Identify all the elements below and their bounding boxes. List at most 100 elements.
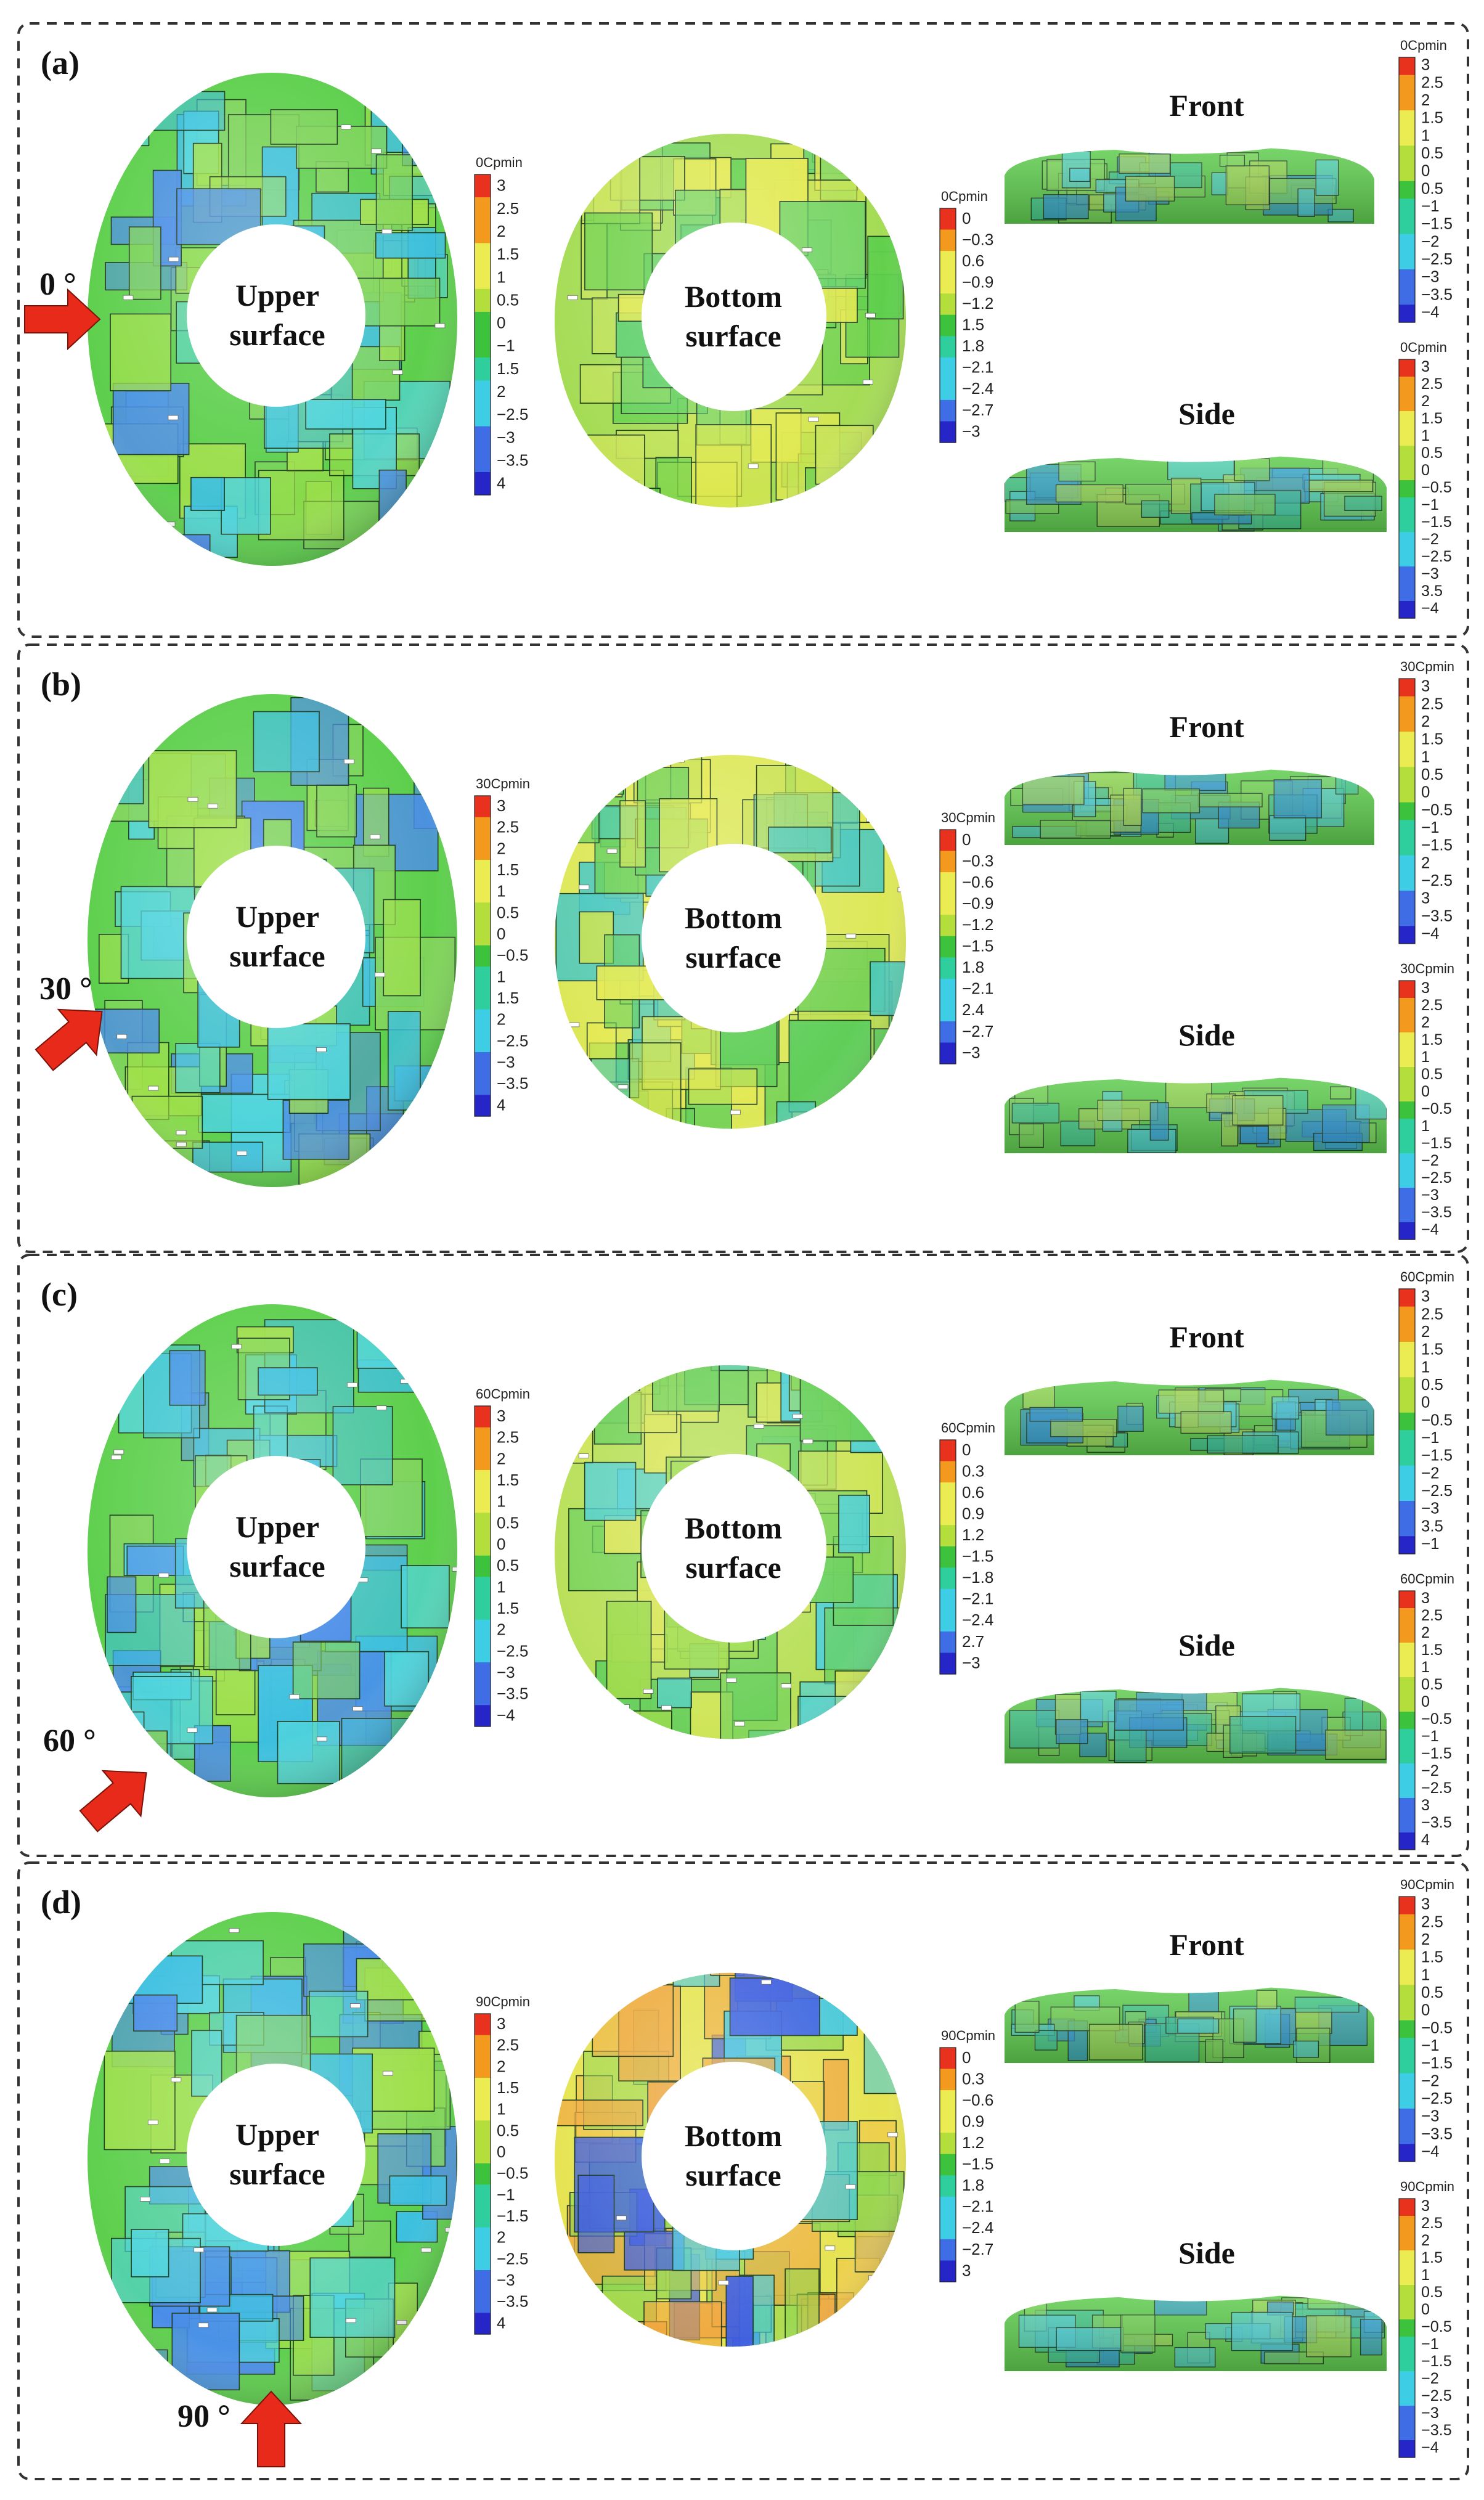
legend-bottom-tick: −1.5 <box>962 2155 993 2173</box>
legend-upper-title: 60Cpmin <box>476 1386 530 1402</box>
legend-bottom-tick: −1.2 <box>962 915 993 934</box>
legend-bottom-swatch <box>940 830 956 852</box>
legend-upper-swatch <box>475 1662 491 1685</box>
legend-bottom-tick: 0.6 <box>962 251 984 270</box>
legend-side-tick: 1.5 <box>1421 1641 1443 1659</box>
legend-bottom-tick: 1.8 <box>962 958 984 976</box>
legend-front-swatch <box>1399 2126 1415 2144</box>
legend-bottom-swatch <box>940 2069 956 2091</box>
legend-upper-swatch <box>475 2142 491 2164</box>
legend-upper-tick: −4 <box>497 1705 515 1724</box>
legend-side-tick: −1 <box>1421 496 1439 513</box>
legend-upper-swatch <box>475 380 491 404</box>
legend-bottom-tick: 0.9 <box>962 2112 984 2131</box>
legend-side-swatch <box>1399 1084 1415 1102</box>
legend-front-tick: 0.5 <box>1421 145 1443 162</box>
legend-front-tick: −3.5 <box>1421 2125 1453 2143</box>
legend-front-swatch <box>1399 145 1415 164</box>
legend-upper-tick: −3 <box>497 1053 515 1071</box>
legend-bottom-swatch <box>940 1042 956 1064</box>
legend-front-tick: −2 <box>1421 1464 1439 1482</box>
legend-side-tick: −3.5 <box>1421 1814 1452 1831</box>
legend-bottom-swatch <box>940 208 956 231</box>
legend-bottom-swatch <box>940 1631 956 1653</box>
legend-side-tick: −0.5 <box>1421 2318 1452 2335</box>
legend-bottom-tick: −2.1 <box>962 358 993 377</box>
legend-bottom-swatch <box>940 1482 956 1505</box>
legend-side-tick: 3 <box>1421 979 1430 997</box>
legend-front-tick: 1 <box>1421 748 1430 766</box>
legend-upper-tick: 0 <box>497 2143 505 2161</box>
legend-side-tick: −2 <box>1421 1762 1439 1779</box>
legend-upper-tick: 4 <box>497 1095 505 1114</box>
legend-upper-tick: 2.5 <box>497 2036 519 2054</box>
legend-front-tick: −1.5 <box>1421 837 1453 854</box>
legend-front-tick: −2.5 <box>1421 872 1453 889</box>
legend-upper-swatch <box>475 472 491 496</box>
legend-front-title: 30Cpmin <box>1400 659 1454 674</box>
legend-upper-swatch <box>475 945 491 967</box>
legend-side-swatch <box>1399 394 1415 412</box>
legend-bottom-swatch <box>940 2239 956 2261</box>
legend-upper-swatch <box>475 220 491 243</box>
legend-bottom-swatch <box>940 2133 956 2155</box>
legend-front-tick: −0.5 <box>1421 2019 1453 2036</box>
legend-bottom-tick: −3 <box>962 1653 980 1672</box>
legend-side-swatch <box>1399 981 1415 999</box>
legend-bottom-swatch <box>940 893 956 915</box>
legend-side-swatch <box>1399 1188 1415 1206</box>
front-view-label: Front <box>1169 88 1244 123</box>
legend-upper-tick: 1 <box>497 1577 505 1596</box>
legend-side-tick: −3 <box>1421 2404 1439 2422</box>
legend-bottom-swatch <box>940 2196 956 2218</box>
legend-upper-tick: −3.5 <box>497 1685 528 1703</box>
legend-upper-tick: −2.5 <box>497 1641 528 1660</box>
legend-side-swatch <box>1399 2233 1415 2251</box>
legend-front-tick: 1 <box>1421 1358 1430 1376</box>
legend-front-swatch <box>1399 1985 1415 2003</box>
legend-front-title: 60Cpmin <box>1400 1269 1454 1285</box>
legend-front-swatch <box>1399 1932 1415 1950</box>
legend-upper-swatch <box>475 2184 491 2207</box>
legend-bottom-swatch <box>940 1000 956 1022</box>
legend-bottom-tick: −1.5 <box>962 1547 993 1566</box>
legend-upper-swatch <box>475 1577 491 1599</box>
legend-bottom-tick: −0.6 <box>962 2091 993 2109</box>
legend-upper-swatch <box>475 2014 491 2036</box>
legend-upper-tick: 3 <box>497 796 505 815</box>
legend-upper-swatch <box>475 1427 491 1449</box>
legend-front-swatch <box>1399 732 1415 750</box>
side-view-label: Side <box>1178 396 1235 431</box>
legend-upper-tick: 2 <box>497 1010 505 1029</box>
legend-bottom-tick: −1.8 <box>962 1568 993 1587</box>
legend-front-tick: 2.5 <box>1421 74 1443 91</box>
legend-front-swatch <box>1399 1914 1415 1932</box>
legend-side-tick: −0.5 <box>1421 1710 1452 1728</box>
front-view-label: Front <box>1169 1927 1244 1962</box>
legend-side-tick: −2.5 <box>1421 548 1452 565</box>
legend-side-tick: −2.5 <box>1421 1169 1452 1187</box>
legend-front-swatch <box>1399 1324 1415 1342</box>
legend-upper-tick: 0 <box>497 314 505 332</box>
legend-front-swatch <box>1399 251 1415 270</box>
legend-front-tick: 2.5 <box>1421 1913 1443 1930</box>
legend-bottom-tick: 3 <box>962 2261 971 2279</box>
legend-side-tick: −2 <box>1421 1152 1439 1169</box>
legend-side-tick: −2.5 <box>1421 2387 1452 2404</box>
legend-upper-swatch <box>475 1513 491 1535</box>
legend-side-swatch <box>1399 2199 1415 2216</box>
legend-side-swatch <box>1399 2216 1415 2234</box>
upper-surface-label: Upper surface <box>229 1509 325 1583</box>
legend-upper-tick: 4 <box>497 2313 505 2332</box>
legend-front-swatch <box>1399 855 1415 873</box>
wind-angle-label: 60 ° <box>43 1723 96 1759</box>
legend-side: 30Cpmin32.521.510.50−0.51−1.5−2−2.5−3−3.… <box>1398 961 1454 1240</box>
legend-front-tick: 1 <box>1421 127 1430 144</box>
legend-side-tick: 3 <box>1421 2197 1430 2215</box>
legend-upper-tick: 0 <box>497 925 505 943</box>
legend-bottom-tick: −2.7 <box>962 1022 993 1040</box>
legend-front-tick: 2 <box>1421 854 1430 872</box>
legend-bottom-title: 0Cpmin <box>941 189 988 204</box>
legend-front-swatch <box>1399 1897 1415 1915</box>
legend-side-tick: 1.5 <box>1421 1031 1443 1048</box>
